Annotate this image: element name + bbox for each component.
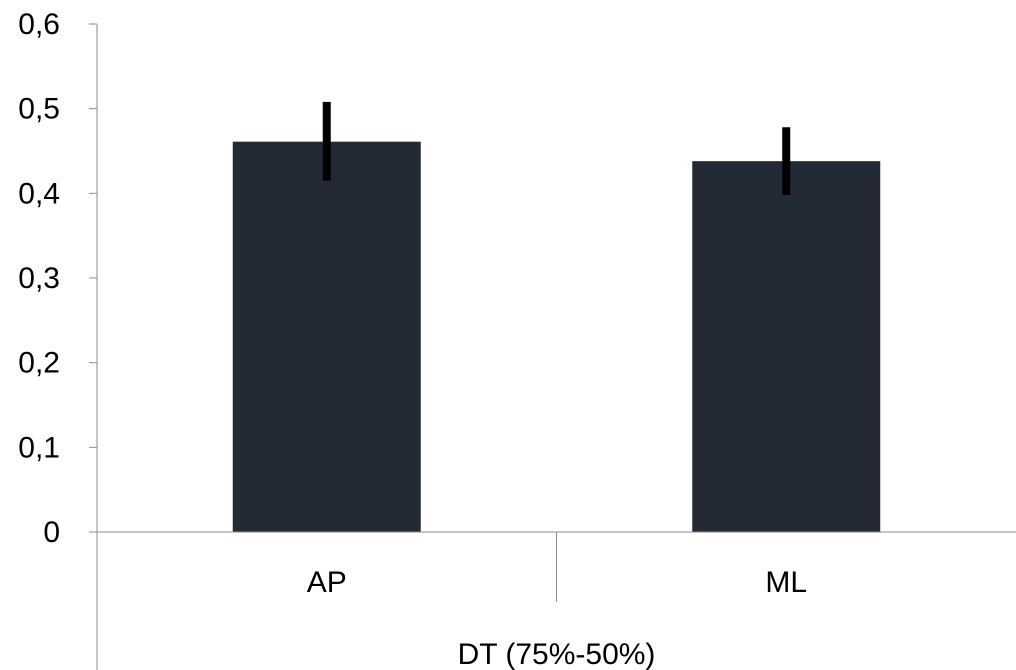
bar [692,161,881,532]
bars [232,141,881,533]
category-labels: AP ML [307,566,807,599]
axes [89,24,1016,670]
y-tick-label: 0,2 [18,347,60,380]
group-label: DT (75%-50%) [458,638,656,670]
y-axis-ticks: 0 0,1 0,2 0,3 0,4 0,5 0,6 [18,8,97,549]
bar [232,141,421,533]
y-tick-label: 0,4 [18,177,60,210]
y-tick-label: 0,1 [18,431,60,464]
y-tick-label: 0 [43,516,60,549]
y-tick-label: 0,5 [18,93,60,126]
category-label: AP [307,566,347,599]
y-tick-label: 0,3 [18,262,60,295]
error-bars [322,101,791,196]
y-tick-label: 0,6 [18,8,60,41]
category-label: ML [765,566,807,599]
